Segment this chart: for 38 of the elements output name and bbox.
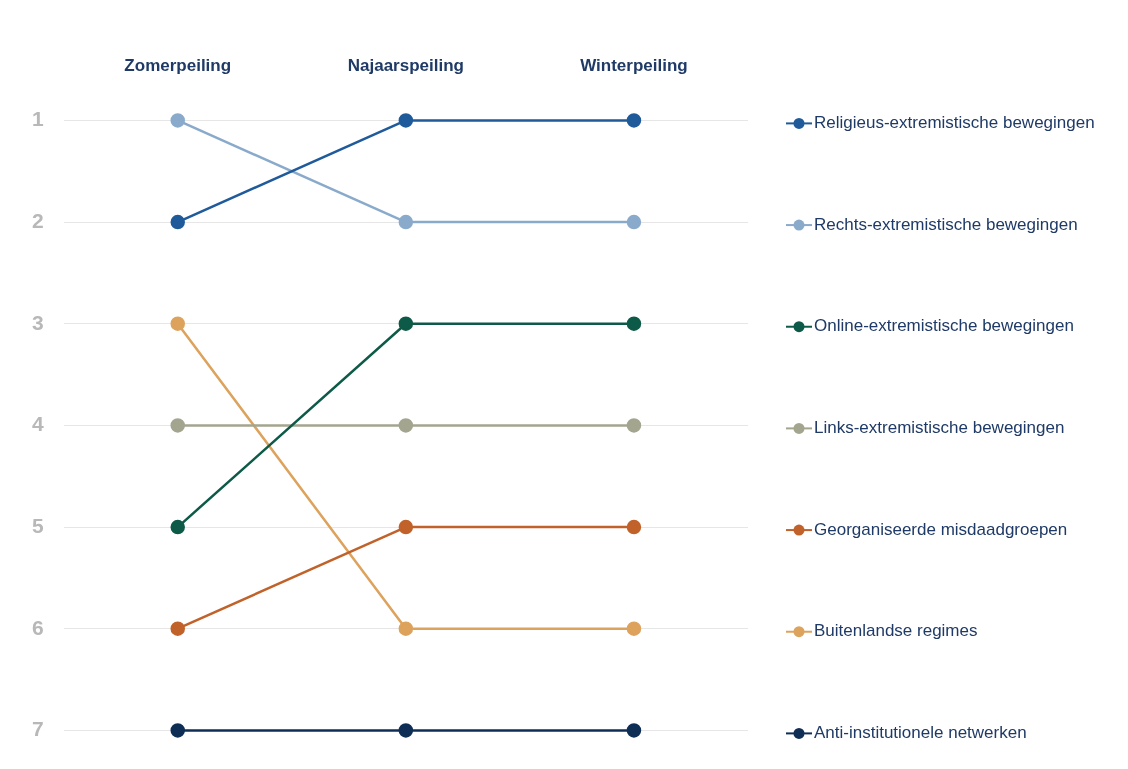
point: [170, 214, 185, 230]
y-tick-label: 5: [31, 513, 44, 537]
point: [626, 214, 642, 230]
y-tick-label: 7: [31, 717, 44, 741]
point: [398, 316, 414, 331]
point: [170, 316, 185, 331]
legend-label: Links-extremistische bewegingen: [814, 418, 1065, 438]
legend-label: Online-extremistische bewegingen: [814, 316, 1074, 336]
point: [170, 621, 185, 636]
legend-label: Religieus-extremistische bewegingen: [814, 113, 1095, 133]
x-tick-label: Zomerpeiling: [124, 55, 232, 75]
point: [398, 214, 414, 230]
x-tick-label: Najaarspeiling: [347, 55, 464, 75]
y-tick-label: 6: [31, 615, 44, 639]
legend-label: Rechts-extremistische bewegingen: [814, 214, 1078, 234]
point: [170, 418, 185, 433]
point: [626, 316, 642, 331]
point: [626, 113, 642, 128]
point: [398, 113, 414, 128]
legend-label: Georganiseerde misdaadgroepen: [814, 519, 1068, 539]
y-tick-label: 3: [31, 310, 44, 334]
point: [398, 621, 414, 636]
point: [398, 519, 414, 535]
x-tick-label: Winterpeiling: [580, 55, 688, 75]
legend-label: Anti-institutionele netwerken: [814, 723, 1027, 743]
point: [626, 519, 642, 535]
point: [170, 519, 185, 535]
y-tick-label: 4: [31, 412, 44, 436]
y-tick-label: 1: [31, 107, 44, 131]
point: [626, 723, 642, 738]
point: [398, 723, 414, 738]
y-tick-label: 2: [31, 208, 44, 232]
point: [626, 418, 642, 433]
point: [170, 113, 185, 128]
point: [170, 723, 185, 738]
legend-label: Buitenlandse regimes: [814, 621, 978, 641]
point: [398, 418, 414, 433]
point: [626, 621, 642, 636]
